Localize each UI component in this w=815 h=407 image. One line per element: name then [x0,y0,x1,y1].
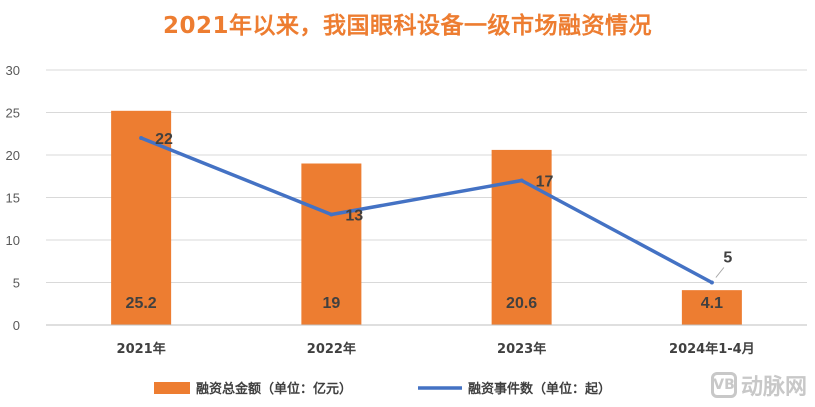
watermark-text: 动脉网 [740,375,807,400]
x-axis: 2021年 2022年 2023年 2024年1-4月 [46,324,807,357]
bar-data-label: 4.1 [701,295,723,312]
line-point [519,178,524,183]
bar-data-label: 19 [322,295,340,312]
line-data-label: 22 [155,131,173,148]
x-tick-label: 2023年 [497,341,546,357]
y-tick-label: 25 [6,106,20,121]
line-data-label: 17 [536,174,554,191]
line-point [709,280,714,285]
line-data-label: 13 [345,208,363,225]
bar-series: 25.2 19 20.6 4.1 [111,110,742,325]
x-tick-label: 2022年 [307,341,356,357]
line-data-label: 5 [723,250,732,267]
x-tick-label: 2021年 [117,341,166,357]
bar [301,163,362,325]
line-series: 22 13 17 5 [139,131,732,285]
line-point [329,212,334,217]
leader-line [715,267,725,278]
watermark: VB 动脉网 [710,369,807,401]
watermark-logo-icon: VB [710,372,737,398]
y-tick-label: 0 [13,318,20,333]
y-tick-label: 10 [6,233,20,248]
y-tick-label: 30 [6,63,20,78]
bar-data-label: 20.6 [506,295,537,312]
bar [681,290,742,325]
legend-swatch-bar [154,382,190,394]
x-tick-label: 2024年1-4月 [669,341,755,357]
chart-title: 2021年以来，我国眼科设备一级市场融资情况 [162,13,652,39]
legend-label: 融资事件数（单位：起） [468,381,611,397]
legend: 融资总金额（单位：亿元） 融资事件数（单位：起） [154,381,611,397]
y-tick-label: 5 [13,276,20,291]
y-tick-label: 20 [6,148,20,163]
series-line [139,136,714,285]
y-axis: 0 5 10 15 20 25 30 [6,63,20,333]
legend-label: 融资总金额（单位：亿元） [196,381,352,397]
bar-data-label: 25.2 [126,295,157,312]
y-tick-label: 15 [6,191,20,206]
line-point [139,136,144,140]
